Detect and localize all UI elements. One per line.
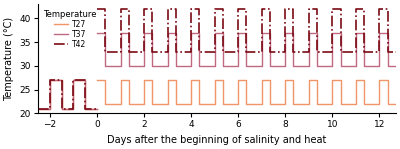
Legend: T27, T37, T42: T27, T37, T42 bbox=[42, 8, 98, 51]
X-axis label: Days after the beginning of salinity and heat: Days after the beginning of salinity and… bbox=[107, 135, 327, 145]
Y-axis label: Temperature (°C): Temperature (°C) bbox=[4, 17, 14, 101]
